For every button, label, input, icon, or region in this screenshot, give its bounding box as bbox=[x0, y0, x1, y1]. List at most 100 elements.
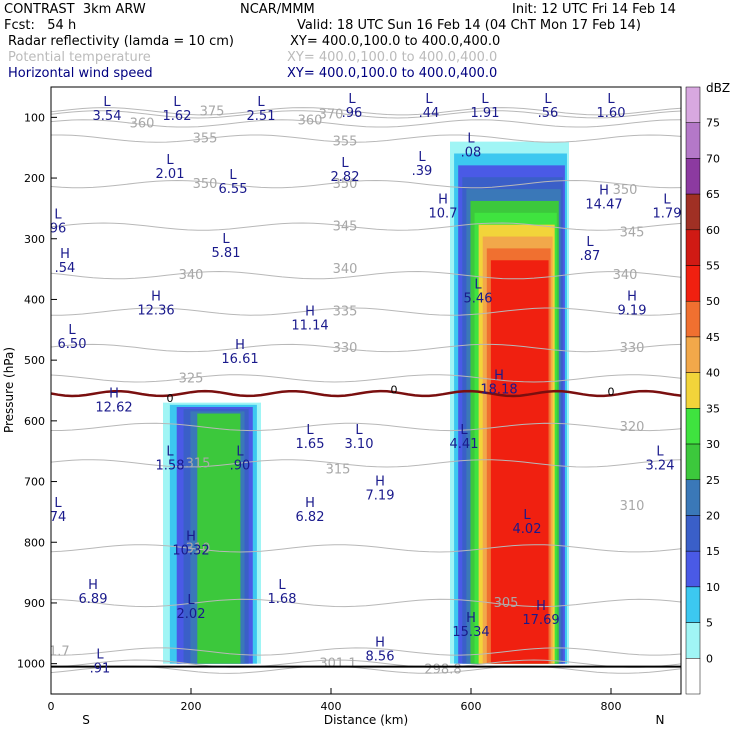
wind-extremum-type: L bbox=[222, 232, 230, 247]
wind-extremum-value: 1.79 bbox=[653, 206, 682, 221]
theta-contour-line bbox=[51, 135, 681, 142]
x-end-right: N bbox=[656, 713, 665, 727]
theta-label: 360 bbox=[298, 113, 323, 128]
wind-extremum-value: 3.24 bbox=[646, 458, 675, 473]
colorbar-swatch bbox=[686, 373, 700, 409]
theta-label: 375 bbox=[200, 104, 225, 119]
y-axis-label: Pressure (hPa) bbox=[2, 347, 16, 433]
colorbar-tick-label: 40 bbox=[706, 367, 720, 380]
theta-label: 340 bbox=[613, 268, 638, 283]
wind-extremum-type: L bbox=[355, 423, 363, 438]
colorbar-tick-label: 75 bbox=[706, 117, 720, 130]
wind-extremum-value: .96 bbox=[342, 106, 363, 121]
colorbar-tick-label: 45 bbox=[706, 331, 720, 344]
theta-label: 345 bbox=[620, 226, 645, 241]
wind-extremum-value: 6.55 bbox=[219, 182, 248, 197]
wind-extremum-value: 74 bbox=[50, 510, 67, 525]
wind-extremum-type: L bbox=[544, 92, 552, 107]
y-tick-label: 500 bbox=[24, 354, 45, 367]
wind-extremum-value: .08 bbox=[461, 146, 482, 161]
wind-extremum-type: L bbox=[173, 95, 181, 110]
wind-extremum-type: L bbox=[607, 92, 615, 107]
y-tick-label: 700 bbox=[24, 476, 45, 489]
colorbar-tick-label: 0 bbox=[706, 652, 713, 665]
wind-extremum-type: H bbox=[305, 305, 315, 320]
wind-extremum-type: H bbox=[60, 247, 70, 262]
colorbar-swatch bbox=[686, 230, 700, 266]
freezing-level-label: 0 bbox=[608, 386, 615, 399]
colorbar-tick-label: 5 bbox=[706, 617, 713, 630]
wind-extremum-value: 18.18 bbox=[480, 382, 517, 397]
wind-extremum-type: L bbox=[467, 132, 475, 147]
wind-extremum-value: 4.02 bbox=[513, 522, 542, 537]
freezing-level-label: 0 bbox=[167, 392, 174, 405]
theta-contour-line bbox=[51, 272, 681, 279]
wind-extremum-value: 2.82 bbox=[331, 170, 360, 185]
theta-label: 298.8 bbox=[424, 663, 461, 678]
reflectivity-field bbox=[163, 142, 569, 664]
theta-label: 350 bbox=[613, 183, 638, 198]
theta-contour-line bbox=[51, 223, 681, 230]
colorbar-swatch bbox=[686, 158, 700, 194]
wind-extremum-value: .44 bbox=[419, 106, 440, 121]
wind-extremum-value: 11.14 bbox=[291, 319, 328, 334]
x-axis-label: Distance (km) bbox=[324, 713, 408, 727]
theta-label: 355 bbox=[333, 135, 358, 150]
wind-extremum-type: H bbox=[536, 599, 546, 614]
wind-extremum-type: L bbox=[418, 150, 426, 165]
y-tick-label: 200 bbox=[24, 172, 45, 185]
theta-label: 310 bbox=[620, 499, 645, 514]
wind-extremum-value: 14.47 bbox=[585, 197, 622, 212]
y-tick-label: 800 bbox=[24, 536, 45, 549]
colorbar-tick-label: 30 bbox=[706, 438, 720, 451]
wind-extremum-value: 3.10 bbox=[345, 437, 374, 452]
wind-extremum-type: L bbox=[663, 192, 671, 207]
x-tick-label: 400 bbox=[321, 700, 342, 713]
theta-label: 340 bbox=[179, 268, 204, 283]
colorbar-swatch bbox=[686, 337, 700, 373]
wind-extremum-type: H bbox=[494, 368, 504, 383]
theta-contour-line bbox=[51, 423, 681, 430]
wind-extremum-type: L bbox=[103, 95, 111, 110]
theta-label: 315 bbox=[186, 456, 211, 471]
wind-extrema: L3.54L1.62L2.51L.96L.44L1.91L.56L1.60L2.… bbox=[50, 92, 682, 676]
theta-label: 355 bbox=[193, 132, 218, 147]
wind-extremum-type: L bbox=[348, 92, 356, 107]
colorbar-tick-label: 20 bbox=[706, 509, 720, 522]
wind-extremum-type: H bbox=[305, 496, 315, 511]
theta-contour-line bbox=[51, 181, 681, 188]
wind-extremum-type: H bbox=[88, 578, 98, 593]
wind-extremum-value: .91 bbox=[90, 662, 111, 677]
theta-label: 301.1 bbox=[319, 657, 356, 672]
wind-extremum-type: L bbox=[481, 92, 489, 107]
wind-extremum-type: L bbox=[257, 95, 265, 110]
wind-extremum-value: 9.19 bbox=[618, 303, 647, 318]
wind-extremum-type: H bbox=[109, 387, 119, 402]
colorbar-swatch bbox=[686, 444, 700, 480]
y-tick-label: 600 bbox=[24, 415, 45, 428]
freezing-level-path bbox=[51, 391, 681, 396]
wind-extremum-value: 2.01 bbox=[156, 167, 185, 182]
y-tick-label: 100 bbox=[24, 111, 45, 124]
colorbar-swatch bbox=[686, 623, 700, 659]
colorbar-swatch bbox=[686, 266, 700, 302]
wind-extremum-type: L bbox=[54, 496, 62, 511]
x-tick-label: 200 bbox=[181, 700, 202, 713]
wind-extremum-type: L bbox=[96, 648, 104, 663]
wind-extremum-type: L bbox=[166, 444, 174, 459]
x-tick-label: 600 bbox=[461, 700, 482, 713]
theta-label: 320 bbox=[620, 420, 645, 435]
colorbar-tick-label: 70 bbox=[706, 152, 720, 165]
theta-label: 330 bbox=[620, 341, 645, 356]
colorbar-swatch bbox=[686, 587, 700, 623]
wind-extremum-type: L bbox=[474, 277, 482, 292]
wind-extremum-value: .87 bbox=[580, 249, 601, 264]
wind-extremum-value: 2.51 bbox=[247, 109, 276, 124]
y-tick-label: 900 bbox=[24, 597, 45, 610]
wind-extremum-value: .90 bbox=[230, 458, 251, 473]
wind-extremum-value: 6.50 bbox=[58, 337, 87, 352]
wind-extremum-value: 1.60 bbox=[597, 106, 626, 121]
wind-extremum-value: 1.62 bbox=[163, 109, 192, 124]
colorbar-tick-label: 35 bbox=[706, 402, 720, 415]
wind-extremum-type: L bbox=[54, 208, 62, 223]
